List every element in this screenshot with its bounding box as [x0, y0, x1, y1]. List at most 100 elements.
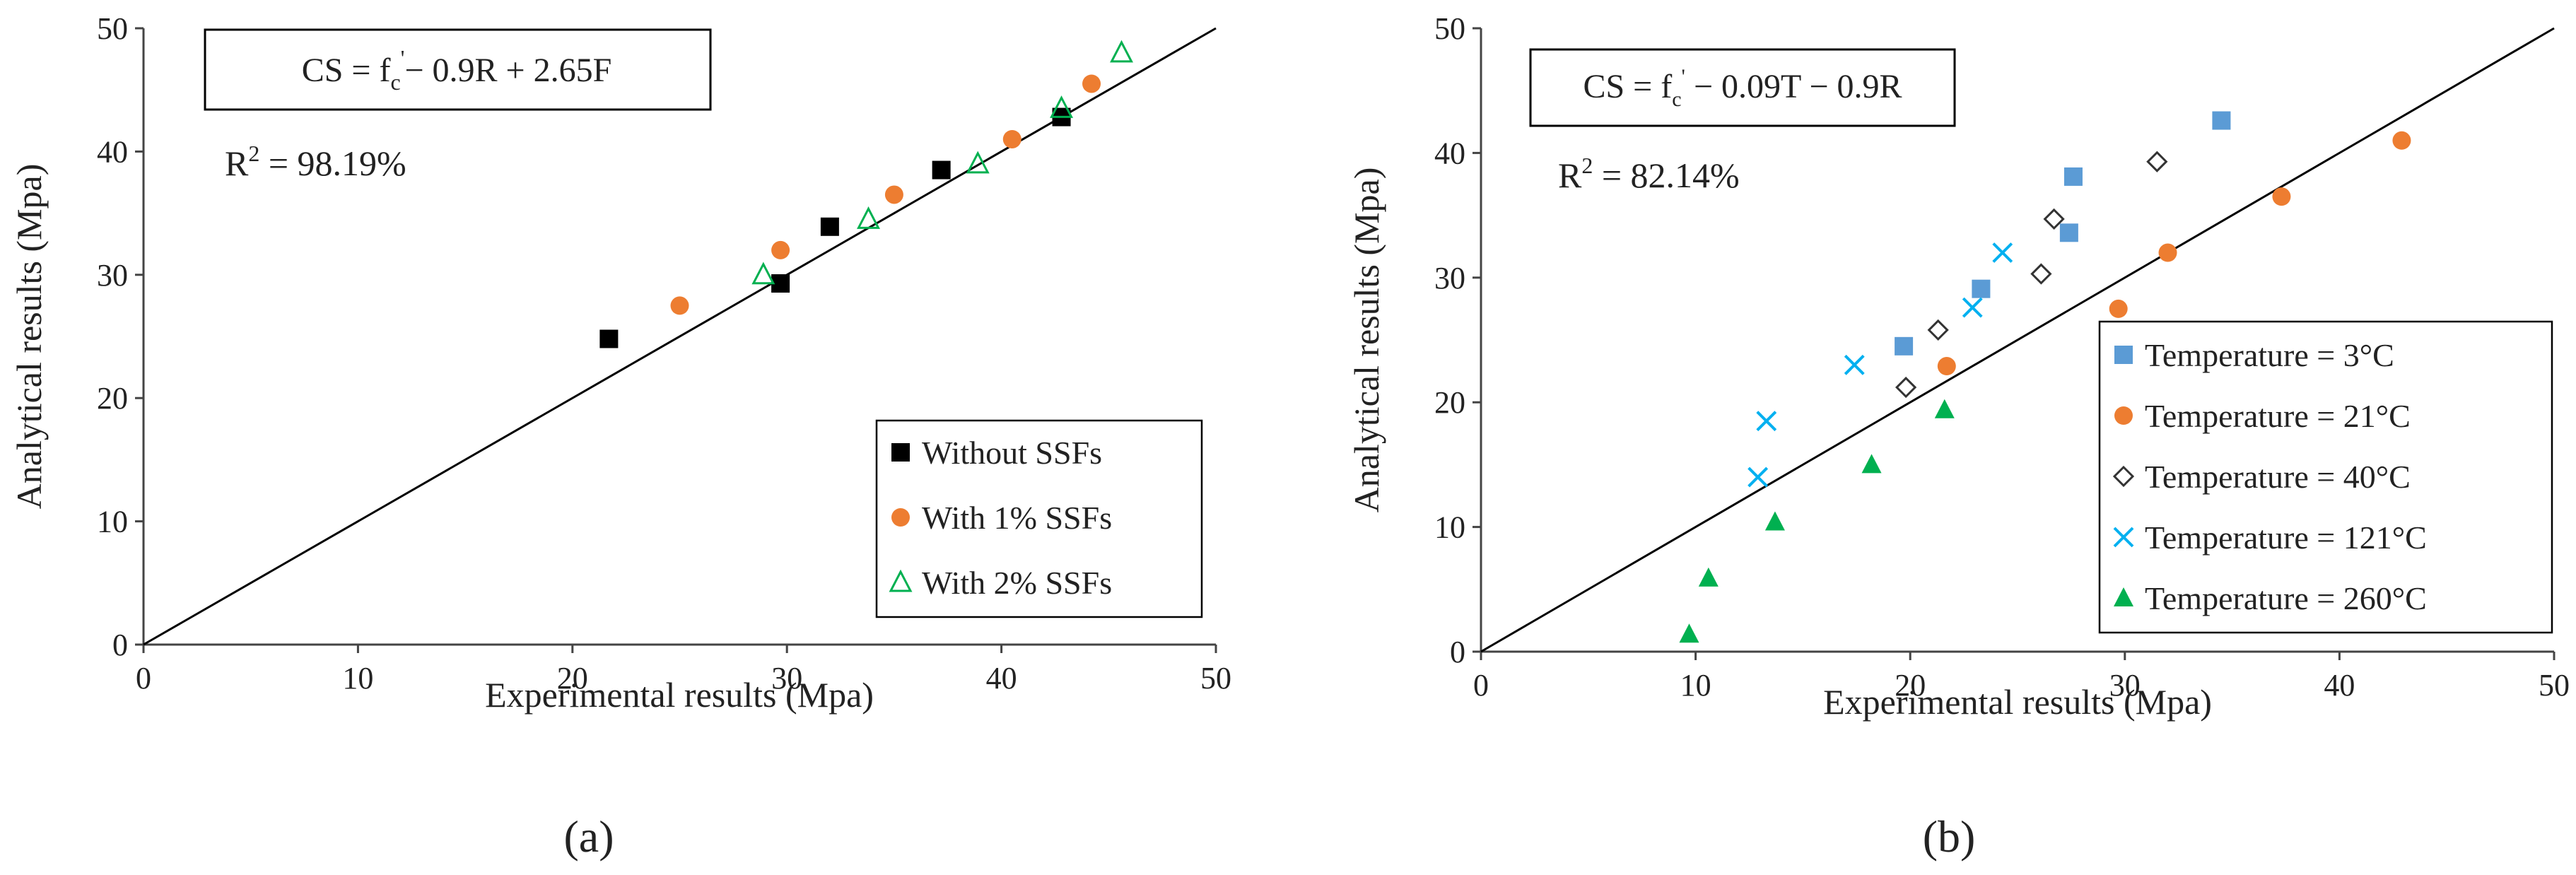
r-squared-b: R2 = 82.14% [1558, 153, 1740, 195]
x-tick-label: 20 [1895, 668, 1926, 703]
data-point [2272, 187, 2291, 206]
data-point [1934, 399, 1955, 418]
y-axis-label-a: Analytical results (Mpa) [9, 164, 49, 510]
data-point [2212, 111, 2231, 130]
equation-a: CS = fc'− 0.9R + 2.65F [302, 45, 612, 95]
chart-panel-b: 0 10 20 30 40 50 0 10 20 30 40 50 Experimental resu… [1347, 11, 2570, 862]
y-tick-label: 20 [1434, 385, 1465, 420]
reference-line-a [143, 27, 1217, 646]
panel-label-a: (a) [563, 811, 614, 862]
x-axis-label-b: Experimental results (Mpa) [1823, 682, 2212, 722]
data-points-a [599, 40, 1133, 348]
x-tick-label: 30 [2109, 668, 2141, 703]
x-tick-label: 40 [2324, 668, 2355, 703]
data-point [1937, 357, 1956, 376]
data-point [670, 296, 689, 315]
legend-entry: Temperature = 3°C [2145, 337, 2394, 373]
x-axis-label-a: Experimental results (Mpa) [485, 675, 874, 715]
data-point [2392, 131, 2411, 150]
legend-marker [2114, 587, 2133, 606]
x-tick-label: 40 [986, 661, 1017, 695]
legend-entry: Temperature = 121°C [2145, 519, 2427, 556]
equation-b: CS = fc' − 0.09T − 0.9R [1583, 65, 1902, 111]
chart-panel-a: 0 10 20 30 40 50 0 10 20 30 40 50 Experimental resu… [9, 11, 1231, 862]
legend-marker [891, 443, 910, 462]
data-point [1895, 376, 1917, 399]
data-point [1927, 319, 1949, 341]
y-tick-label: 50 [1434, 11, 1465, 46]
y-tick-label: 10 [1434, 510, 1465, 545]
y-tick-label: 0 [1450, 635, 1465, 669]
legend-marker [891, 508, 910, 527]
data-point [771, 240, 790, 259]
data-point [1110, 40, 1133, 63]
panel-label-b: (b) [1923, 811, 1976, 862]
data-point [1050, 95, 1074, 118]
data-point [932, 160, 951, 180]
x-tick-label: 50 [1200, 661, 1231, 695]
data-point [1895, 336, 1914, 356]
data-point [1756, 411, 1777, 432]
data-point [857, 206, 880, 229]
legend-entry: Without SSFs [922, 435, 1102, 471]
data-point [1747, 466, 1769, 488]
y-axis-label-b: Analytical results (Mpa) [1347, 168, 1386, 513]
data-point [2059, 223, 2078, 242]
x-tick-label: 30 [771, 661, 802, 695]
data-point [1972, 279, 1991, 298]
data-point [2158, 243, 2177, 262]
data-point [751, 262, 775, 285]
reference-line-b [1480, 27, 2555, 653]
equation-box-b: CS = fc' − 0.09T − 0.9R [1529, 48, 1956, 127]
data-point [1962, 297, 1983, 318]
y-tick-label: 50 [97, 11, 128, 46]
data-point [1679, 623, 1699, 643]
equation-box-a: CS = fc'− 0.9R + 2.65F [204, 28, 712, 111]
y-tick-label: 40 [97, 134, 128, 169]
x-tick-label: 0 [136, 661, 151, 695]
legend-marker [2114, 346, 2133, 364]
data-point [1992, 242, 2013, 263]
legend-b: Temperature = 3°C Temperature = 21°C Tempe… [2098, 320, 2553, 634]
data-point [966, 151, 990, 174]
y-tick-label: 30 [1434, 261, 1465, 295]
legend-marker [2112, 465, 2135, 488]
x-tick-label: 50 [2539, 668, 2570, 703]
y-tick-label: 30 [97, 258, 128, 293]
data-point [2109, 299, 2128, 318]
x-tick-label: 0 [1473, 668, 1489, 703]
legend-marker [2114, 406, 2133, 425]
data-point [2146, 151, 2168, 172]
legend-entry: With 1% SSFs [922, 500, 1112, 536]
legend-a: Without SSFs With 1% SSFs With 2% SSFs [875, 419, 1203, 618]
data-point [2043, 208, 2065, 230]
legend-entry: Temperature = 21°C [2145, 398, 2411, 434]
data-point [1844, 354, 1865, 375]
data-point [1002, 129, 1021, 148]
x-tick-label: 10 [1680, 668, 1711, 703]
data-point [820, 217, 839, 236]
data-point [1698, 567, 1719, 587]
legend-entry: Temperature = 40°C [2145, 459, 2411, 495]
x-tick-label: 20 [557, 661, 588, 695]
data-point [2063, 167, 2083, 186]
y-tick-label: 20 [97, 381, 128, 416]
data-point [2030, 263, 2052, 285]
axis-ticks-b: 0 10 20 30 40 50 0 10 20 30 40 50 [1434, 11, 2570, 703]
data-point [1082, 74, 1101, 93]
data-points-b [1679, 111, 2411, 643]
legend-entry: With 2% SSFs [922, 565, 1112, 601]
data-point [599, 329, 619, 348]
y-tick-label: 40 [1434, 136, 1465, 170]
axis-ticks-a: 0 10 20 30 40 50 0 10 20 30 40 50 [97, 11, 1231, 695]
legend-marker [2113, 527, 2134, 548]
data-point [884, 185, 903, 204]
data-point [1861, 454, 1882, 474]
legend-entry: Temperature = 260°C [2145, 580, 2427, 616]
r-squared-a: R2 = 98.19% [225, 141, 406, 183]
legend-marker [889, 569, 913, 592]
y-tick-label: 0 [112, 628, 128, 662]
data-point [1764, 511, 1785, 531]
y-tick-label: 10 [97, 505, 128, 539]
